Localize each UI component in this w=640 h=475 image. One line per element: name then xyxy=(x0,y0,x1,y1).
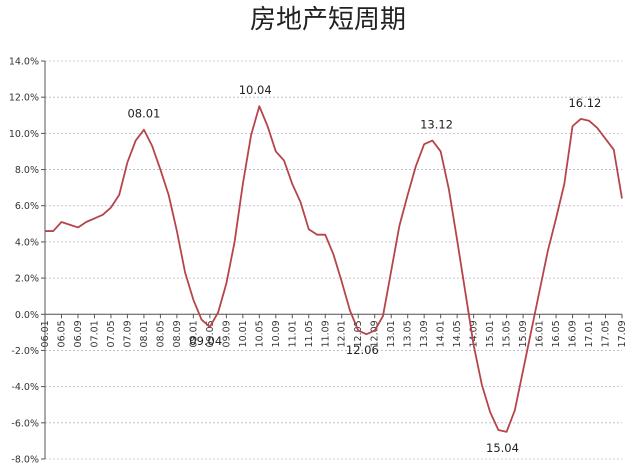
x-tick-label: 08.09 xyxy=(172,320,183,347)
y-tick-label: 8.0% xyxy=(15,165,39,176)
x-tick-label: 16.09 xyxy=(568,320,579,347)
x-tick-label: 15.01 xyxy=(485,320,496,347)
series-line xyxy=(45,105,623,433)
x-tick-label: 10.09 xyxy=(271,320,282,347)
x-tick-label: 07.09 xyxy=(122,320,133,347)
y-tick-label: -6.0% xyxy=(11,418,39,429)
y-tick-label: 6.0% xyxy=(15,201,39,212)
series-layer xyxy=(45,105,623,433)
y-tick-label: 10.0% xyxy=(9,129,39,140)
axes xyxy=(41,60,623,460)
y-tick-label: -2.0% xyxy=(11,346,39,357)
x-tick-label: 08.01 xyxy=(139,320,150,347)
x-tick-label: 11.09 xyxy=(320,320,331,347)
x-tick-label: 10.01 xyxy=(238,320,249,347)
x-axis-tick-labels: 06.0106.0506.0907.0107.0507.0908.0108.05… xyxy=(40,320,628,347)
x-tick-label: 16.01 xyxy=(535,320,546,347)
annotation-label: 12.06 xyxy=(346,343,379,357)
x-tick-label: 13.09 xyxy=(419,320,430,347)
x-tick-label: 12.09 xyxy=(370,320,381,347)
x-tick-label: 08.05 xyxy=(155,320,166,347)
x-tick-label: 15.09 xyxy=(518,320,529,347)
x-tick-label: 09.09 xyxy=(221,320,232,347)
x-tick-label: 09.05 xyxy=(205,320,216,347)
annotation-label: 13.12 xyxy=(420,118,453,132)
x-tick-label: 07.01 xyxy=(89,320,100,347)
x-tick-label: 06.05 xyxy=(56,320,67,347)
x-tick-label: 13.05 xyxy=(403,320,414,347)
annotations: 08.01 09.04 10.04 12.06 13.12 15.04 16.12 xyxy=(127,83,601,455)
x-tick-label: 10.05 xyxy=(254,320,265,347)
x-tick-label: 06.09 xyxy=(73,320,84,347)
x-tick-label: 16.05 xyxy=(551,320,562,347)
x-tick-label: 14.05 xyxy=(452,320,463,347)
x-tick-label: 13.01 xyxy=(386,320,397,347)
annotation-label: 10.04 xyxy=(239,83,272,97)
y-tick-label: 12.0% xyxy=(9,93,39,104)
x-tick-label: 14.09 xyxy=(469,320,480,347)
x-tick-label: 07.05 xyxy=(106,320,117,347)
x-tick-label: 15.05 xyxy=(502,320,513,347)
x-tick-label: 17.09 xyxy=(617,320,628,347)
y-axis-tick-labels: 14.0% 12.0% 10.0% 8.0% 6.0% 4.0% 2.0% 0.0% -2.0%… xyxy=(9,57,39,466)
y-tick-label: -4.0% xyxy=(11,382,39,393)
y-tick-label: 0.0% xyxy=(15,310,39,321)
annotation-label: 09.04 xyxy=(189,334,222,348)
x-tick-label: 09.01 xyxy=(188,320,199,347)
y-tick-label: 4.0% xyxy=(15,237,39,248)
x-tick-label: 12.01 xyxy=(337,320,348,347)
annotation-label: 08.01 xyxy=(127,107,160,121)
x-tick-label: 11.05 xyxy=(304,320,315,347)
x-tick-label: 14.01 xyxy=(436,320,447,347)
x-tick-label: 17.01 xyxy=(584,320,595,347)
y-tick-label: 14.0% xyxy=(9,57,39,68)
x-tick-label: 17.05 xyxy=(601,320,612,347)
chart-title: 房地产短周期 xyxy=(250,5,406,35)
annotation-label: 16.12 xyxy=(568,96,601,110)
x-tick-label: 12.05 xyxy=(353,320,364,347)
y-tick-label: -8.0% xyxy=(11,455,39,466)
annotation-label: 15.04 xyxy=(486,441,519,455)
x-tick-label: 11.01 xyxy=(287,320,298,347)
y-tick-label: 2.0% xyxy=(15,274,39,285)
